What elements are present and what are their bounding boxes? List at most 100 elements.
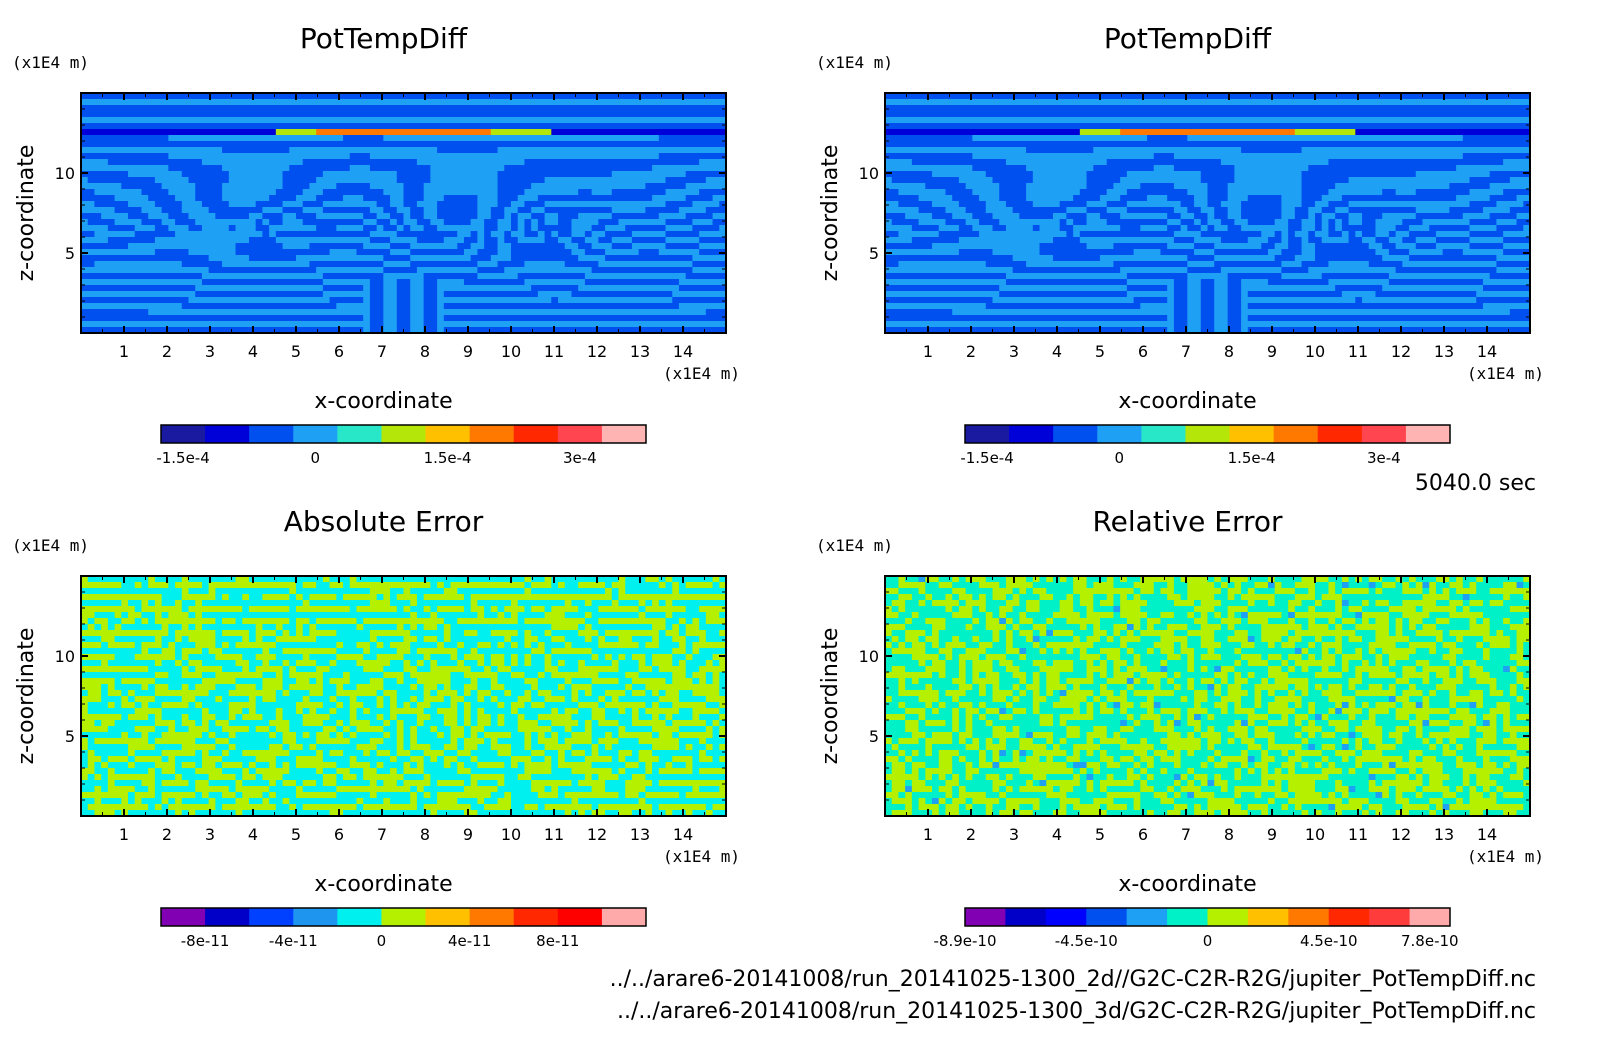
heatmap-cell	[497, 159, 505, 166]
heatmap-cell	[101, 207, 109, 214]
heatmap-cell	[1093, 111, 1101, 118]
heatmap-cell	[1429, 111, 1437, 118]
heatmap-cell	[665, 213, 673, 220]
heatmap-cell	[376, 255, 384, 262]
heatmap-cell	[932, 123, 940, 130]
heatmap-cell	[699, 321, 707, 328]
heatmap-cell	[322, 111, 331, 118]
heatmap-cell	[376, 141, 384, 148]
heatmap-cell	[410, 201, 418, 208]
heatmap-cell	[517, 273, 526, 280]
heatmap-cell	[443, 201, 452, 208]
heatmap-cell	[349, 183, 358, 190]
heatmap-cell	[396, 171, 405, 178]
heatmap-cell	[497, 279, 505, 286]
heatmap-cell	[195, 105, 203, 112]
heatmap-cell	[490, 303, 499, 310]
heatmap-cell	[524, 195, 532, 202]
heatmap-cell	[564, 183, 573, 190]
heatmap-cell	[1261, 123, 1269, 130]
heatmap-cell	[255, 111, 264, 118]
heatmap-cell	[1294, 105, 1303, 112]
heatmap-cell	[363, 297, 371, 304]
heatmap-cell	[699, 315, 707, 322]
heatmap-cell	[999, 93, 1007, 100]
heatmap-cell	[1422, 141, 1430, 148]
heatmap-cell	[309, 123, 317, 130]
heatmap-cell	[87, 267, 96, 274]
heatmap-cell	[1073, 141, 1081, 148]
heatmap-cell	[316, 285, 324, 292]
heatmap-cell	[416, 189, 425, 196]
heatmap-cell	[128, 201, 136, 208]
heatmap-cell	[1086, 141, 1094, 148]
heatmap-cell	[383, 243, 391, 250]
heatmap-cell	[134, 123, 143, 130]
heatmap-cell	[463, 303, 472, 310]
heatmap-cell	[296, 207, 304, 214]
heatmap-cell	[1113, 123, 1121, 130]
heatmap-cell	[905, 105, 913, 112]
heatmap-cell	[618, 213, 626, 220]
heatmap-cell	[437, 153, 445, 160]
heatmap-cell	[1147, 129, 1155, 136]
heatmap-cell	[918, 123, 926, 130]
heatmap-cell	[168, 303, 176, 310]
heatmap-cell	[551, 231, 559, 238]
heatmap-cell	[932, 99, 940, 106]
heatmap-cell	[141, 219, 149, 226]
heatmap-cell	[1207, 153, 1215, 160]
heatmap-cell	[262, 165, 270, 172]
heatmap-cell	[356, 171, 364, 178]
heatmap-cell	[1442, 141, 1450, 148]
heatmap-cell	[322, 99, 331, 106]
heatmap-cell	[242, 147, 250, 154]
heatmap-cell	[1180, 117, 1188, 124]
heatmap-cell	[524, 321, 532, 328]
heatmap-cell	[952, 153, 960, 160]
heatmap-cell	[611, 129, 620, 136]
heatmap-cell	[416, 285, 425, 292]
heatmap-cell	[208, 297, 216, 304]
heatmap-cell	[349, 249, 358, 256]
heatmap-cell	[578, 141, 586, 148]
heatmap-cell	[121, 123, 129, 130]
heatmap-cell	[262, 93, 270, 100]
heatmap-cell	[443, 165, 452, 172]
heatmap-cell	[134, 291, 143, 298]
heatmap-cell	[101, 291, 109, 298]
heatmap-cell	[437, 129, 445, 136]
heatmap-cell	[1482, 105, 1491, 112]
heatmap-cell	[1362, 123, 1370, 130]
heatmap-cell	[658, 117, 667, 124]
heatmap-cell	[645, 195, 653, 202]
heatmap-cell	[658, 189, 667, 196]
heatmap-cell	[242, 261, 250, 268]
heatmap-cell	[618, 249, 626, 256]
heatmap-cell	[578, 303, 586, 310]
heatmap-cell	[302, 249, 311, 256]
heatmap-cell	[985, 141, 994, 148]
heatmap-cell	[672, 309, 680, 316]
heatmap-cell	[705, 279, 714, 286]
heatmap-cell	[490, 213, 499, 220]
heatmap-cell	[215, 267, 223, 274]
heatmap-cell	[1294, 129, 1303, 136]
heatmap-cell	[141, 147, 149, 154]
heatmap-cell	[1261, 105, 1269, 112]
heatmap-cell	[578, 297, 586, 304]
heatmap-cell	[645, 297, 653, 304]
heatmap-cell	[175, 159, 183, 166]
heatmap-cell	[215, 225, 223, 232]
heatmap-cell	[524, 123, 532, 130]
heatmap-cell	[363, 123, 371, 130]
heatmap-cell	[652, 99, 660, 106]
heatmap-cell	[537, 321, 546, 328]
heatmap-cell	[1194, 129, 1202, 136]
heatmap-cell	[128, 309, 136, 316]
heatmap-cell	[296, 159, 304, 166]
heatmap-cell	[443, 225, 452, 232]
heatmap-cell	[450, 93, 458, 100]
heatmap-cell	[336, 159, 344, 166]
heatmap-cell	[531, 291, 539, 298]
